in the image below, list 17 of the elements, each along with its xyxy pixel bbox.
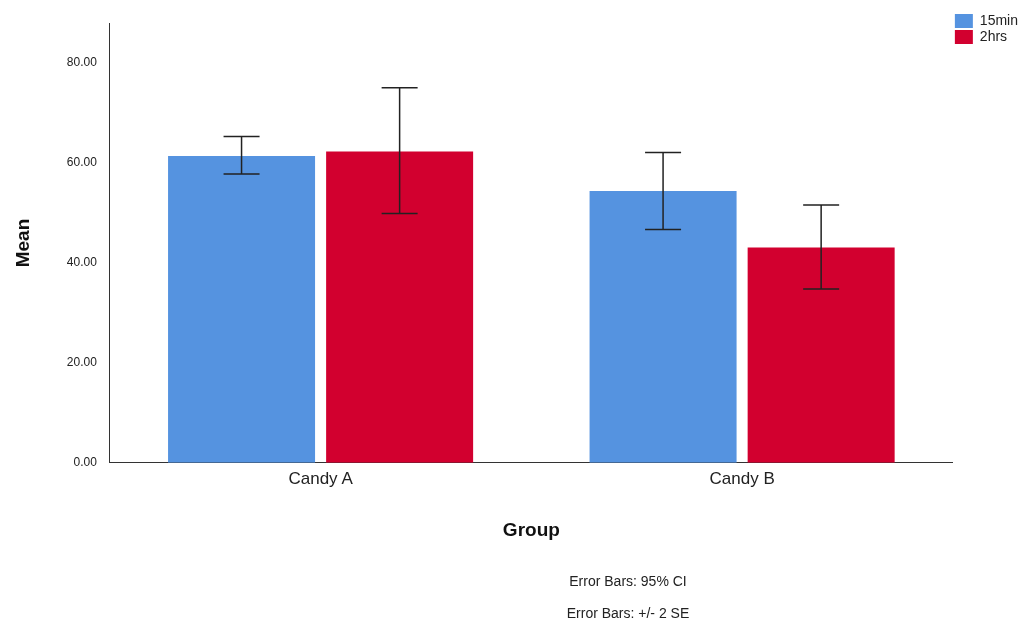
x-tick-label: Candy B: [709, 468, 775, 488]
y-tick-label: 0.00: [73, 455, 98, 470]
y-tick-label: 60.00: [66, 155, 98, 170]
y-tick-label: 20.00: [66, 355, 98, 370]
text: Error Bars: +/- 2 SE: [566, 604, 690, 621]
legend-label: 15min: [979, 11, 1019, 28]
bar: [326, 151, 474, 463]
x-tick-label: Candy A: [288, 468, 354, 488]
text: Error Bars: 95% CI: [569, 572, 687, 589]
bar: [589, 191, 737, 463]
y-tick-label: 40.00: [66, 255, 98, 270]
x-axis-title: Group: [502, 518, 560, 540]
legend-label: 2hrs: [979, 27, 1008, 44]
y-tick-label: 80.00: [66, 55, 98, 70]
y-axis-title: Mean: [11, 218, 33, 268]
bar: [747, 247, 895, 463]
bar: [168, 156, 316, 463]
